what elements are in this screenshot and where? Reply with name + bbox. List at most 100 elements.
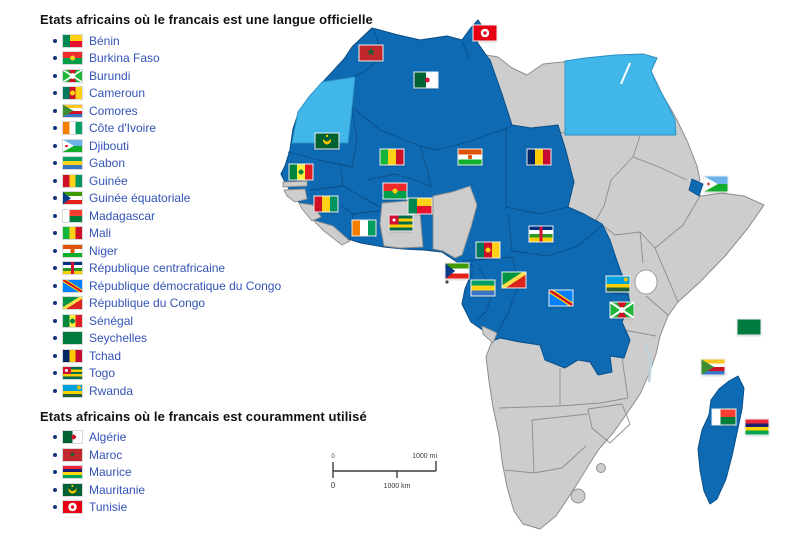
legend-item-label[interactable]: Côte d'Ivoire [89,121,156,136]
flag-mauritanie-icon[interactable] [315,133,339,149]
flag-guinee-icon [63,174,82,187]
cabinda [481,325,498,344]
legend-item-label[interactable]: Burundi [89,68,131,83]
legend-item[interactable]: République centrafricaine [53,260,385,278]
legend-item[interactable]: Cameroun [53,85,385,103]
flag-rca-icon[interactable] [529,226,553,242]
djibouti-region [688,178,704,197]
flag-maurice-icon[interactable] [745,419,769,435]
bullet-icon [53,143,57,148]
legend-item-label[interactable]: Seychelles [89,331,148,346]
flag-cotedivoire-icon[interactable] [352,220,376,236]
legend-item-label[interactable]: Gabon [89,156,126,171]
legend-item[interactable]: Algérie [53,429,385,447]
legend: Etats africains où le francais est une l… [40,12,385,525]
flag-maroc-icon[interactable] [359,45,383,61]
lake-malawi [643,341,653,383]
flag-guinee-icon[interactable] [314,196,338,212]
legend-item[interactable]: Tunisie [53,499,385,517]
flag-madagascar-icon[interactable] [712,409,736,425]
legend-item-label[interactable]: Tunisie [89,500,128,515]
legend-item[interactable]: Tchad [53,347,385,365]
legend-item[interactable]: Djibouti [53,137,385,155]
flag-rdc-icon[interactable] [549,290,573,306]
legend-item[interactable]: Burkina Faso [53,50,385,68]
flag-benin-icon [63,34,82,47]
legend-item[interactable]: Maurice [53,464,385,482]
legend-item[interactable]: Guinée [53,172,385,190]
legend-item-label[interactable]: Togo [89,366,116,381]
flag-tunisie-icon[interactable] [473,25,497,41]
legend-item-label[interactable]: République centrafricaine [89,261,226,276]
legend-item-label[interactable]: Guinée équatoriale [89,191,191,206]
flag-benin-icon[interactable] [408,198,432,214]
legend-item[interactable]: Comores [53,102,385,120]
legend-item-label[interactable]: Rwanda [89,383,134,398]
legend-item[interactable]: Sénégal [53,312,385,330]
flag-gabon-icon[interactable] [471,280,495,296]
legend-item[interactable]: République du Congo [53,295,385,313]
flag-burkina-icon[interactable] [383,183,407,199]
legend-item-label[interactable]: Cameroun [89,86,146,101]
legend-item-label[interactable]: Sénégal [89,313,134,328]
nigeria [432,185,478,259]
bullet-icon [53,487,57,492]
flag-guineeeq-icon[interactable] [445,263,469,279]
legend-item-label[interactable]: Tchad [89,348,122,363]
legend-item-label[interactable]: Algérie [89,430,127,445]
legend-item[interactable]: Côte d'Ivoire [53,120,385,138]
legend-item-label[interactable]: Mauritanie [89,482,146,497]
flag-mali-icon[interactable] [380,149,404,165]
flag-algerie-icon[interactable] [414,72,438,88]
flag-congo-icon[interactable] [502,272,526,288]
legend-item[interactable]: Mali [53,225,385,243]
legend-item[interactable]: Niger [53,242,385,260]
bullet-icon [53,266,57,271]
flag-algerie-icon [63,431,82,444]
bullet-icon [53,161,57,166]
legend-item-label[interactable]: Mali [89,226,112,241]
legend-item[interactable]: Guinée équatoriale [53,190,385,208]
legend-item-label[interactable]: Bénin [89,33,120,48]
flag-tchad-icon[interactable] [527,149,551,165]
legend-item[interactable]: Mauritanie [53,481,385,499]
lake-victoria [634,269,658,295]
flag-seychelles-icon[interactable] [737,319,761,335]
legend-item[interactable]: Bénin [53,32,385,50]
bullet-icon [53,196,57,201]
legend-item[interactable]: République démocratique du Congo [53,277,385,295]
legend-item-label[interactable]: Maroc [89,447,123,462]
legend-item-label[interactable]: Djibouti [89,138,130,153]
flag-djibouti-icon[interactable] [704,176,728,192]
bullet-icon [53,301,57,306]
flag-cameroun-icon[interactable] [476,242,500,258]
flag-rwanda-icon[interactable] [606,276,630,292]
legend-item[interactable]: Togo [53,365,385,383]
flag-comores-icon [63,104,82,117]
legend-item-label[interactable]: République du Congo [89,296,206,311]
legend-item-label[interactable]: République démocratique du Congo [89,278,282,293]
flag-burundi-icon[interactable] [610,302,634,318]
flag-comores-icon[interactable] [701,359,725,375]
legend-item-label[interactable]: Madagascar [89,208,156,223]
legend-item-label[interactable]: Maurice [89,465,132,480]
flag-madagascar-icon [63,209,82,222]
legend-item-label[interactable]: Niger [89,243,118,258]
scale-bar: 0 1000 mi 0 1000 km [331,453,438,490]
bullet-icon [53,283,57,288]
legend-item[interactable]: Maroc [53,446,385,464]
legend-item-label[interactable]: Comores [89,103,138,118]
lesotho [570,488,586,504]
legend-item[interactable]: Rwanda [53,382,385,400]
flag-togo-icon[interactable] [389,215,413,231]
bullet-icon [53,318,57,323]
legend-item-label[interactable]: Guinée [89,173,128,188]
legend-item[interactable]: Gabon [53,155,385,173]
legend-item[interactable]: Burundi [53,67,385,85]
legend-item-label[interactable]: Burkina Faso [89,51,160,66]
legend-item[interactable]: Madagascar [53,207,385,225]
flag-niger-icon[interactable] [458,149,482,165]
flag-senegal-icon[interactable] [289,164,313,180]
legend-item[interactable]: Seychelles [53,330,385,348]
